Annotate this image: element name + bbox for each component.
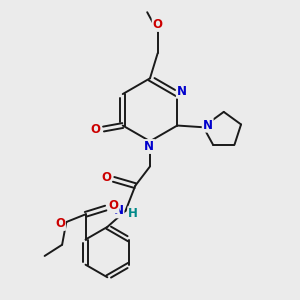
Text: H: H <box>128 207 138 220</box>
Text: O: O <box>109 200 118 212</box>
Text: O: O <box>101 172 111 184</box>
Text: N: N <box>177 85 187 98</box>
Text: N: N <box>203 119 213 132</box>
Text: O: O <box>153 18 163 31</box>
Text: N: N <box>144 140 154 153</box>
Text: N: N <box>113 204 124 217</box>
Text: O: O <box>55 217 65 230</box>
Text: O: O <box>91 122 101 136</box>
